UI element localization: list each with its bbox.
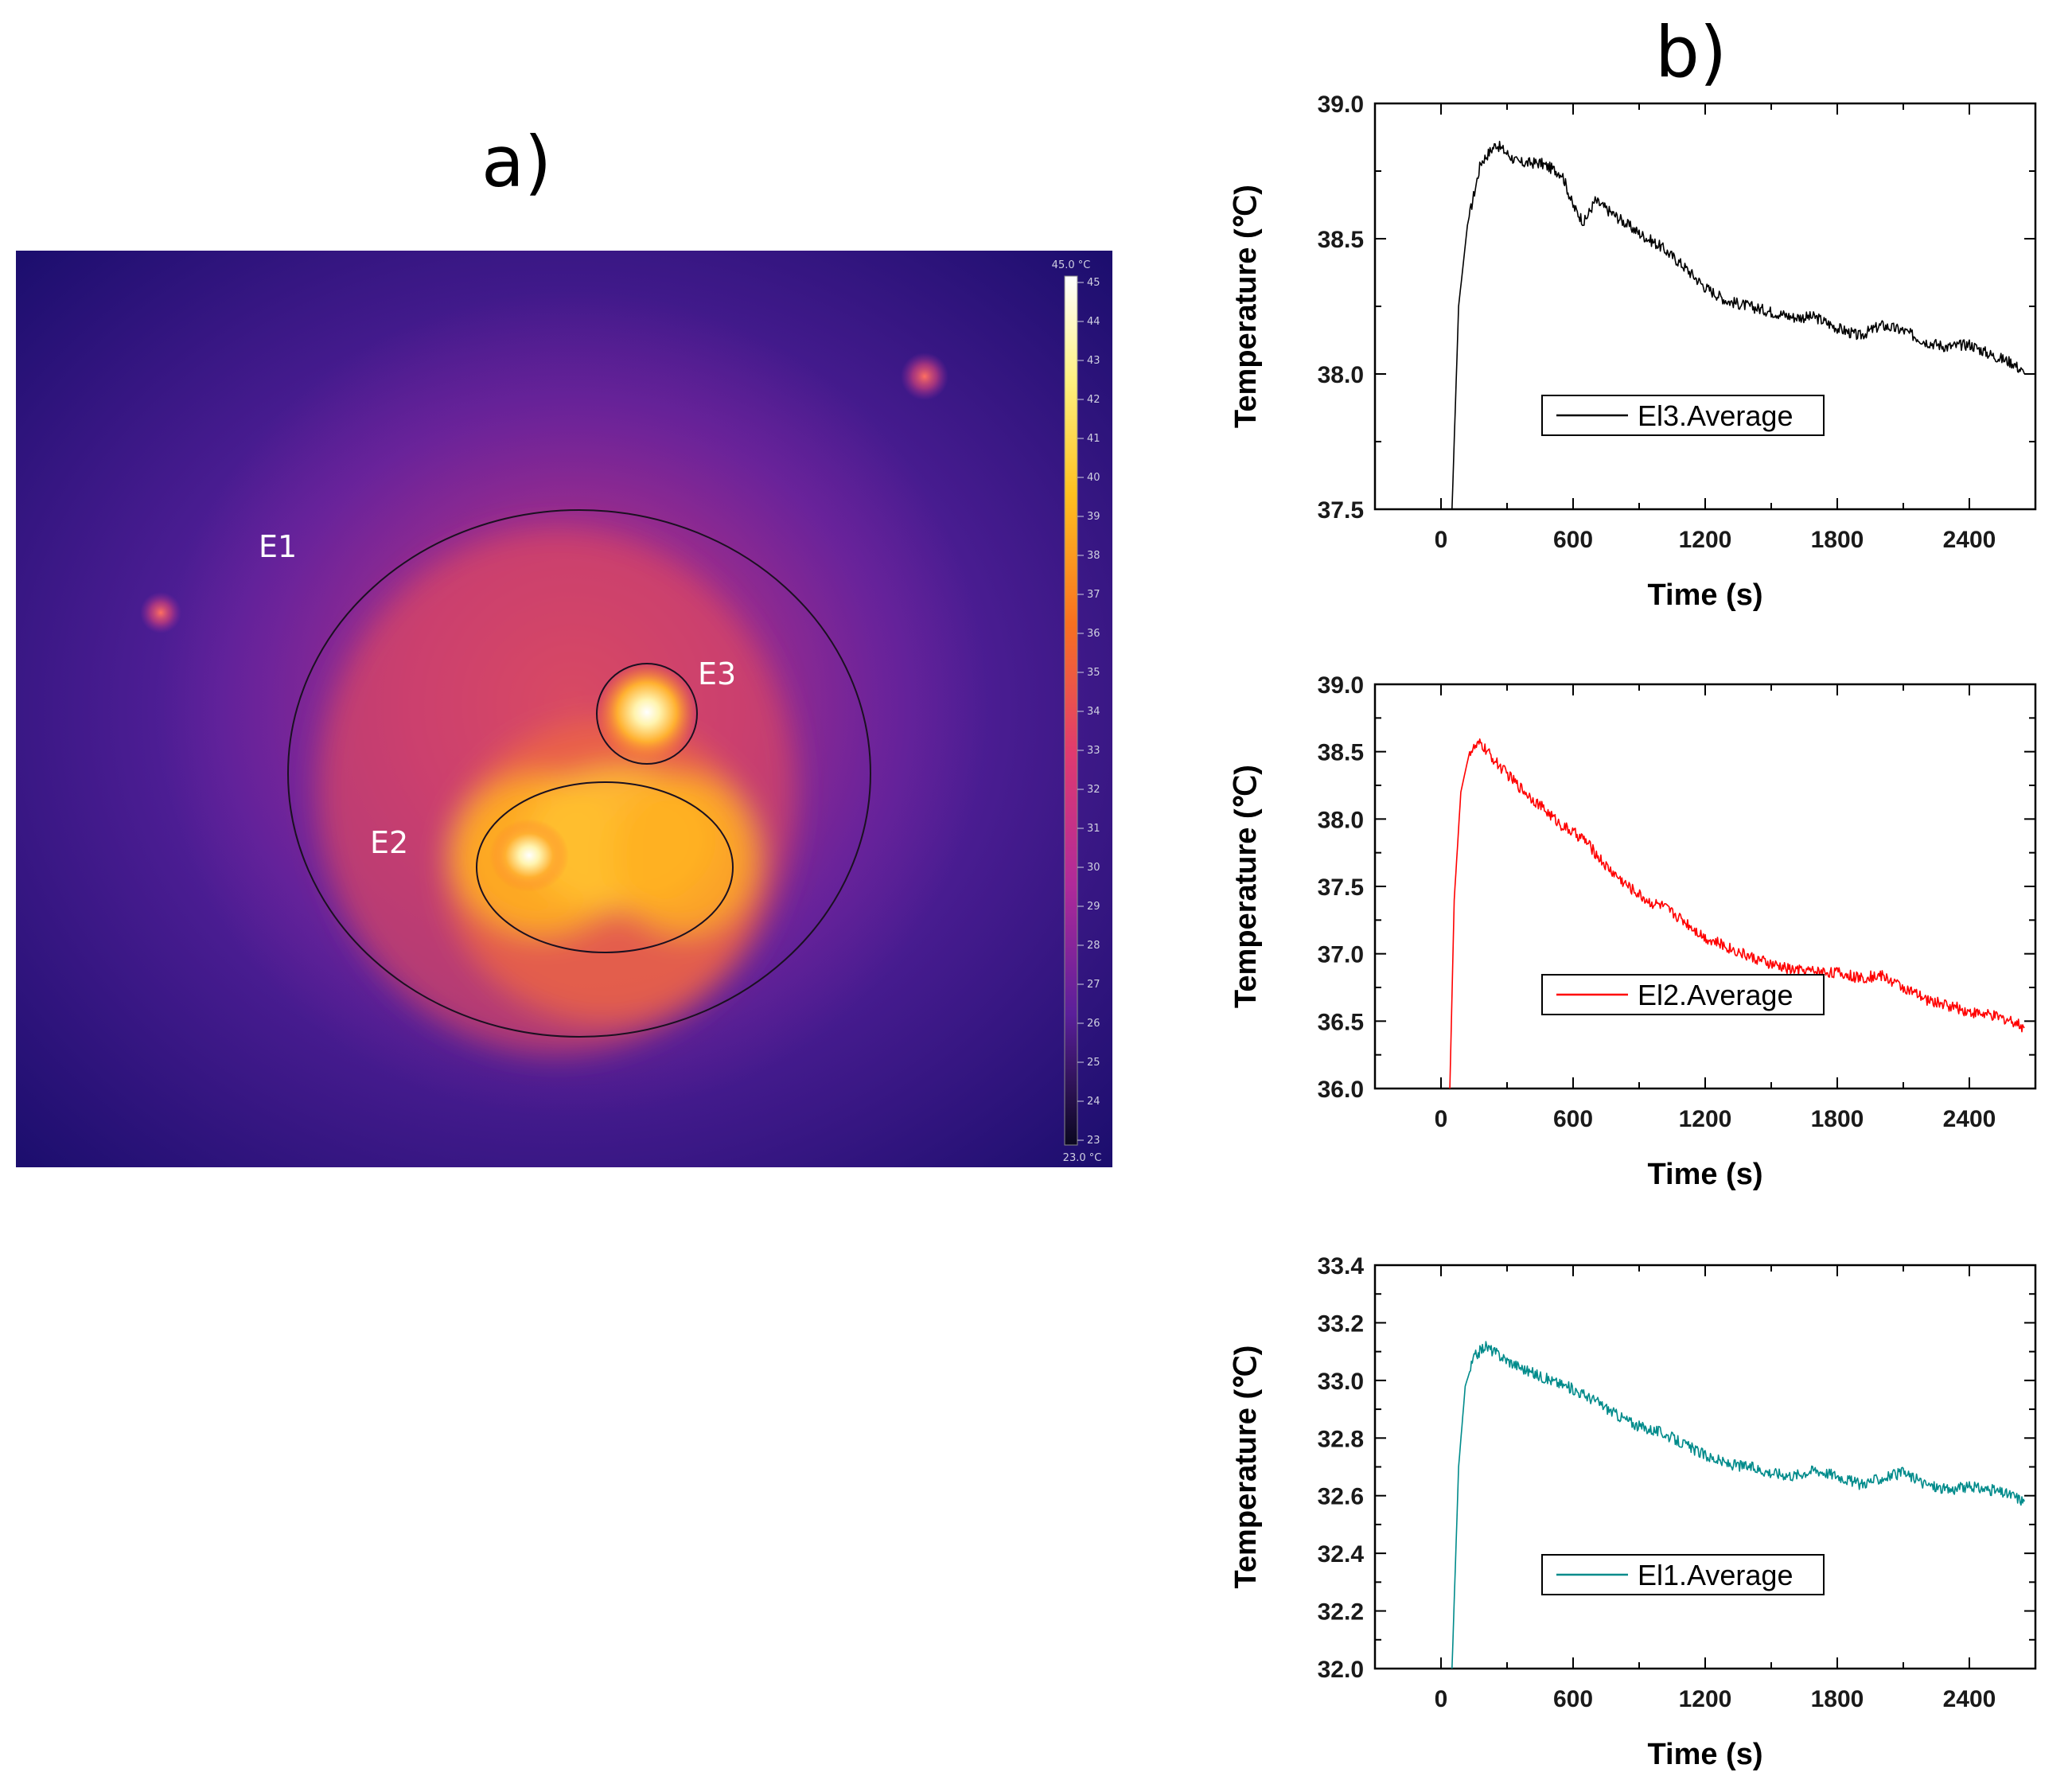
y-tick-label: 37.5 — [1318, 497, 1364, 524]
y-tick-label: 36.5 — [1318, 1009, 1364, 1035]
region-label-e2: E2 — [370, 825, 408, 860]
x-tick-label: 1800 — [1811, 1686, 1864, 1712]
chart-2: 0 600 1200 1800 2400 36.0 36.5 37.0 37.5 38.0 38.5… — [1229, 672, 2037, 1191]
thermal-image: E1 E2 E3 45.0 °C 23.0 °C 45 44 43 42 41 40 39 3… — [16, 251, 1112, 1167]
colorbar-tick-label: 41 — [1087, 433, 1100, 445]
y-tick-label: 32.4 — [1318, 1541, 1365, 1568]
y-tick-label: 33.2 — [1318, 1311, 1364, 1337]
x-tick-label: 600 — [1553, 1106, 1593, 1132]
x-tick-label: 600 — [1553, 527, 1593, 553]
colorbar-tick-label: 25 — [1087, 1057, 1100, 1069]
region-e2-outline — [476, 781, 734, 953]
legend-label: El3.Average — [1638, 399, 1793, 432]
y-tick-label: 36.0 — [1318, 1077, 1364, 1103]
y-tick-label: 33.4 — [1318, 1253, 1365, 1279]
chart-3: 0 600 1200 1800 2400 32.0 32.2 32.4 32.6 32.8 33.0… — [1229, 1253, 2037, 1771]
x-tick-label: 2400 — [1943, 1686, 1996, 1712]
series-line — [1451, 140, 2025, 510]
colorbar-tick-label: 30 — [1087, 862, 1100, 874]
y-tick-label: 33.0 — [1318, 1369, 1364, 1395]
y-axis-title: Temperature (℃) — [1229, 185, 1263, 428]
x-tick-label: 1200 — [1679, 1686, 1732, 1712]
x-axis-title: Time (s) — [1647, 1158, 1762, 1191]
y-axis-title: Temperature (℃) — [1229, 1346, 1263, 1589]
region-e1-outline — [287, 509, 871, 1038]
y-tick-label: 32.8 — [1318, 1426, 1364, 1452]
colorbar-tick-label: 42 — [1087, 394, 1100, 406]
colorbar-tick-label: 43 — [1087, 355, 1100, 367]
plot-frame — [1373, 102, 2037, 511]
colorbar-tick-label: 44 — [1087, 316, 1100, 328]
y-tick-label: 39.0 — [1318, 672, 1364, 699]
x-tick-label: 2400 — [1943, 527, 1996, 553]
legend-box — [1541, 395, 1825, 436]
y-tick-label: 38.0 — [1318, 362, 1364, 388]
colorbar-tick-label: 34 — [1087, 706, 1100, 718]
thermal-hotspot-e2 — [489, 819, 569, 892]
colorbar-max-label: 45.0 °C — [1052, 259, 1091, 271]
y-tick-label: 38.5 — [1318, 740, 1364, 766]
x-tick-label: 0 — [1435, 527, 1448, 553]
y-tick-label: 32.2 — [1318, 1599, 1364, 1626]
legend-label: El2.Average — [1638, 979, 1793, 1011]
x-tick-label: 1800 — [1811, 527, 1864, 553]
colorbar-tick-label: 33 — [1087, 745, 1100, 757]
y-axis-title: Temperature (℃) — [1229, 765, 1263, 1008]
chart-1: 0 600 1200 1800 2400 37.5 38.0 38.5 39.0 Time (s)… — [1229, 92, 2037, 612]
thermal-hotspot-e3 — [598, 663, 696, 761]
colorbar-tick-label: 45 — [1087, 277, 1100, 289]
region-label-e1: E1 — [259, 529, 297, 564]
region-e3-outline — [596, 663, 698, 765]
thermal-small-spot-right — [901, 352, 948, 400]
legend-label: El1.Average — [1638, 1559, 1793, 1591]
colorbar-tick-label: 32 — [1087, 784, 1100, 796]
colorbar-tick-label: 28 — [1087, 940, 1100, 952]
y-tick-label: 39.0 — [1318, 92, 1364, 118]
colorbar-tick-label: 24 — [1087, 1096, 1100, 1108]
x-tick-label: 0 — [1435, 1686, 1448, 1712]
colorbar-tick-label: 31 — [1087, 823, 1100, 835]
x-tick-label: 600 — [1553, 1686, 1593, 1712]
x-tick-label: 2400 — [1943, 1106, 1996, 1132]
region-label-e3: E3 — [698, 656, 736, 691]
x-axis-title: Time (s) — [1647, 1738, 1762, 1771]
colorbar-tick-label: 40 — [1087, 472, 1100, 484]
panel-label-a: a) — [481, 121, 552, 203]
colorbar-tick-label: 35 — [1087, 667, 1100, 679]
x-tick-label: 1200 — [1679, 527, 1732, 553]
x-tick-label: 0 — [1435, 1106, 1448, 1132]
thermal-hot-lobe-right — [613, 776, 756, 935]
x-tick-label: 1800 — [1811, 1106, 1864, 1132]
x-axis-title: Time (s) — [1647, 578, 1762, 612]
colorbar-min-label: 23.0 °C — [1063, 1152, 1102, 1164]
colorbar-tick-label: 37 — [1087, 589, 1100, 601]
plot-frame — [1373, 1264, 2037, 1670]
y-tick-label: 37.5 — [1318, 874, 1364, 901]
y-tick-label: 32.6 — [1318, 1484, 1364, 1510]
colorbar-tick-label: 36 — [1087, 628, 1100, 640]
colorbar-tick-label: 39 — [1087, 511, 1100, 523]
y-tick-label: 38.0 — [1318, 807, 1364, 833]
x-tick-label: 1200 — [1679, 1106, 1732, 1132]
colorbar-tick-label: 27 — [1087, 979, 1100, 991]
panel-label-b: b) — [1655, 11, 1727, 93]
series-line — [1449, 738, 2025, 1089]
y-tick-label: 37.0 — [1318, 942, 1364, 968]
colorbar-tick-label: 23 — [1087, 1135, 1100, 1147]
colorbar-tick-label: 38 — [1087, 550, 1100, 562]
thermal-small-spot-left — [140, 592, 181, 633]
series-line — [1451, 1341, 2025, 1669]
y-tick-label: 32.0 — [1318, 1657, 1364, 1683]
y-tick-label: 38.5 — [1318, 227, 1364, 253]
colorbar-tick-label: 29 — [1087, 901, 1100, 913]
colorbar — [1064, 275, 1078, 1146]
colorbar-tick-label: 26 — [1087, 1018, 1100, 1030]
